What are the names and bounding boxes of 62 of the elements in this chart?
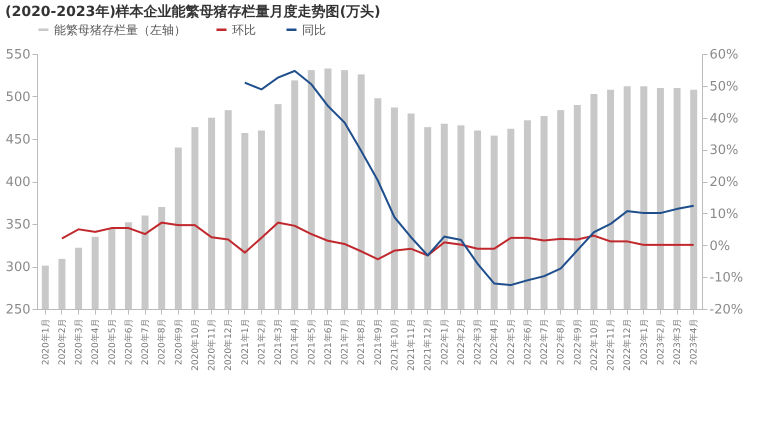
- x-tick-label: 2020年8月: [156, 318, 168, 366]
- x-tick-label: 2020年7月: [140, 318, 152, 366]
- x-tick-label: 2022年1月: [439, 318, 450, 366]
- legend-label: 能繁母猪存栏量（左轴）: [54, 22, 186, 37]
- x-tick-label: 2021年6月: [322, 318, 334, 366]
- x-tick-label: 2021年1月: [240, 318, 251, 366]
- y2-tick-label: 10%: [710, 206, 738, 222]
- y-tick-label: 400: [6, 175, 30, 190]
- x-tick-label: 2020年3月: [74, 318, 85, 366]
- x-tick-label: 2021年5月: [306, 318, 318, 366]
- x-tick-label: 2022年11月: [606, 318, 617, 371]
- x-tick-label: 2023年2月: [655, 318, 666, 366]
- x-tick-label: 2020年10月: [190, 318, 201, 371]
- x-tick-label: 2023年3月: [672, 318, 684, 366]
- y2-tick-label: 60%: [710, 48, 738, 62]
- y2-tick-label: 30%: [710, 143, 738, 158]
- y-tick-label: 450: [6, 132, 30, 148]
- x-tick-label: 2022年5月: [506, 318, 517, 366]
- x-tick-label: 2022年2月: [456, 318, 467, 366]
- x-tick-label: 2022年10月: [588, 318, 600, 371]
- y2-tick-label: 40%: [710, 111, 738, 126]
- y-tick-label: 350: [6, 218, 30, 232]
- line-series: [60, 222, 695, 260]
- x-tick-label: 2022年12月: [622, 318, 634, 371]
- x-tick-label: 2021年11月: [406, 318, 418, 371]
- x-tick-label: 2021年3月: [273, 318, 284, 366]
- x-tick-label: 2021年2月: [256, 318, 268, 366]
- x-tick-label: 2020年1月: [40, 318, 52, 366]
- y-tick-label: 500: [6, 90, 30, 105]
- x-tick-label: 2020年12月: [223, 318, 234, 371]
- x-tick-label: 2022年7月: [539, 318, 550, 366]
- x-tick-label: 2022年6月: [522, 318, 534, 366]
- x-tick-label: 2020年4月: [90, 318, 102, 366]
- y2-tick-label: -20%: [710, 302, 744, 318]
- chart-title: (2020-2023年)样本企业能繁母猪存栏量月度走势图(万头): [5, 3, 381, 20]
- y2-tick-label: -10%: [710, 270, 744, 286]
- y-tick-label: 550: [6, 48, 30, 62]
- y-tick-label: 300: [6, 260, 30, 275]
- x-tick-label: 2021年8月: [356, 318, 368, 366]
- x-tick-label: 2020年2月: [56, 318, 68, 366]
- x-tick-label: 2020年5月: [106, 318, 118, 366]
- x-tick-label: 2022年8月: [556, 318, 567, 366]
- x-tick-label: 2023年4月: [688, 318, 700, 366]
- x-tick-label: 2023年1月: [638, 318, 650, 366]
- x-tick-label: 2022年3月: [472, 318, 484, 366]
- legend-label: 环比: [232, 22, 256, 37]
- x-tick-label: 2021年10月: [389, 318, 400, 371]
- y-tick-label: 250: [6, 302, 30, 318]
- legend-label: 同比: [302, 22, 326, 37]
- y2-tick-label: 20%: [710, 175, 738, 190]
- x-tick-label: 2020年11月: [206, 318, 218, 371]
- x-tick-label: 2021年7月: [340, 318, 351, 366]
- x-tick-label: 2022年9月: [572, 318, 584, 366]
- y2-tick-label: 0%: [710, 238, 730, 254]
- line-series: [244, 70, 695, 286]
- x-tick-label: 2022年4月: [489, 318, 500, 366]
- x-tick-label: 2021年9月: [372, 318, 384, 366]
- x-tick-label: 2021年4月: [290, 318, 301, 366]
- x-tick-label: 2020年6月: [123, 318, 134, 366]
- y2-tick-label: 50%: [710, 79, 738, 94]
- x-tick-label: 2021年12月: [422, 318, 434, 371]
- x-tick-label: 2020年9月: [173, 318, 184, 366]
